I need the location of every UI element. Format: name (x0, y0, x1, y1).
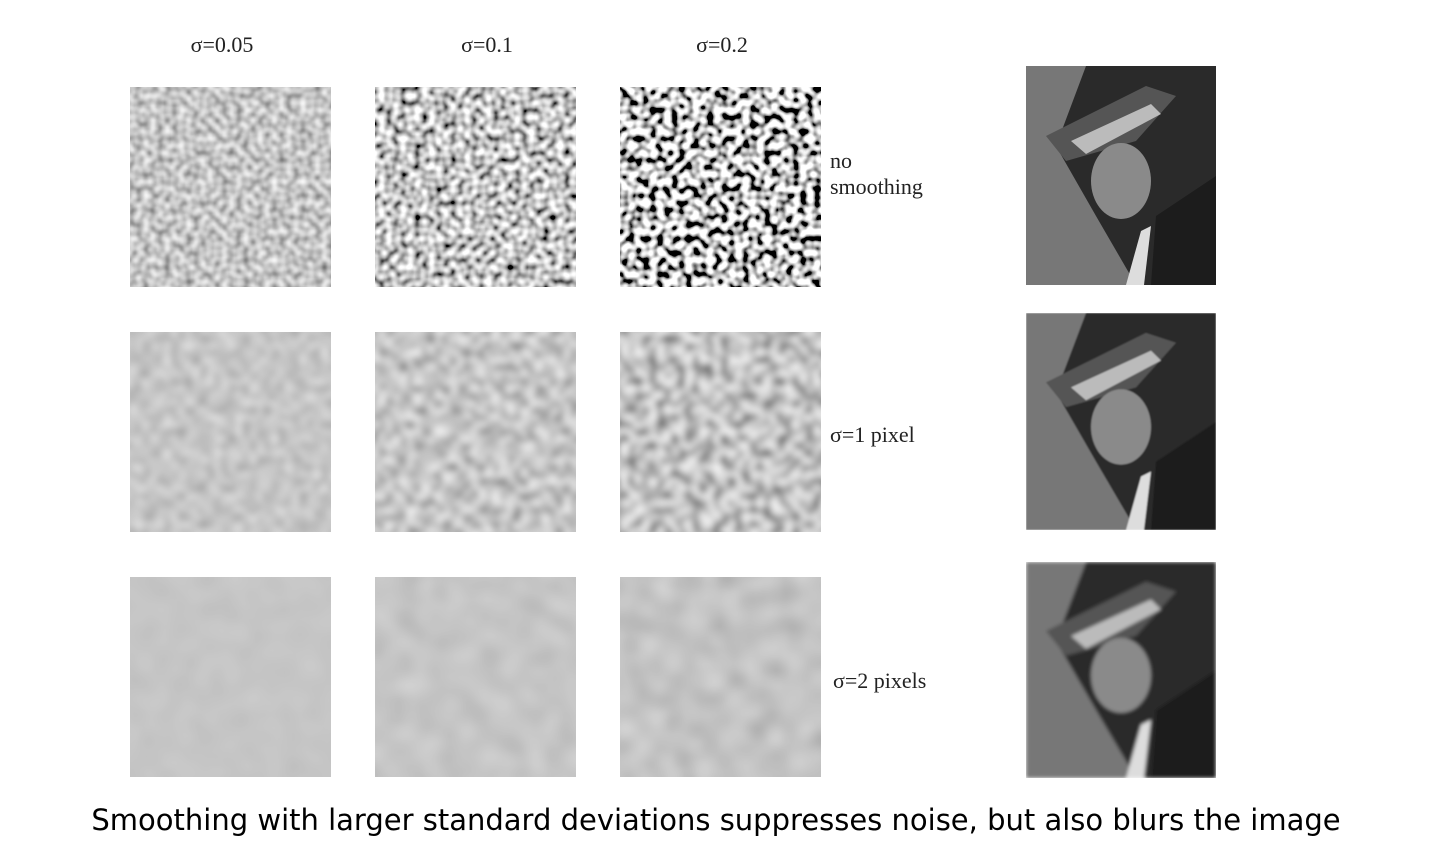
noise-image (130, 332, 331, 532)
noise-image (620, 332, 821, 532)
noise-image (375, 577, 576, 777)
noise-image (375, 332, 576, 532)
photos (1026, 66, 1216, 778)
row-label: no (830, 148, 852, 173)
noise-image (375, 87, 576, 287)
column-header: σ=0.1 (461, 32, 513, 57)
column-header: σ=0.2 (696, 32, 748, 57)
caption: Smoothing with larger standard deviation… (91, 803, 1340, 837)
photo (1026, 562, 1216, 778)
row-label: σ=2 pixels (833, 668, 926, 693)
row-label: smoothing (830, 174, 923, 199)
noise-image (130, 87, 331, 287)
noise-image (620, 87, 821, 287)
photo (1026, 66, 1216, 285)
photo (1026, 313, 1216, 530)
row-label: σ=1 pixel (830, 422, 915, 447)
column-header: σ=0.05 (191, 32, 254, 57)
noise-panels (130, 87, 821, 777)
noise-image (620, 577, 821, 777)
noise-image (130, 577, 331, 777)
